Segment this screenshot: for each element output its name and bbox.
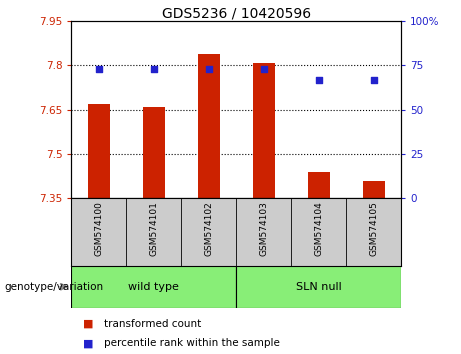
Point: [150, 66, 158, 72]
Bar: [88, 104, 110, 198]
Bar: [363, 181, 384, 198]
Point: [205, 66, 213, 72]
Text: GSM574101: GSM574101: [149, 202, 159, 257]
Text: GSM574104: GSM574104: [314, 202, 323, 256]
Bar: [143, 107, 165, 198]
Text: ■: ■: [83, 319, 94, 329]
Title: GDS5236 / 10420596: GDS5236 / 10420596: [162, 6, 311, 20]
Text: GSM574100: GSM574100: [95, 202, 103, 257]
Text: SLN null: SLN null: [296, 282, 342, 292]
Text: GSM574103: GSM574103: [259, 202, 268, 257]
Text: GSM574105: GSM574105: [369, 202, 378, 257]
Bar: [307, 172, 330, 198]
Text: genotype/variation: genotype/variation: [5, 282, 104, 292]
Text: wild type: wild type: [129, 282, 179, 292]
Bar: [71, 266, 236, 308]
Text: ■: ■: [83, 338, 94, 348]
Point: [95, 66, 103, 72]
Text: transformed count: transformed count: [104, 319, 201, 329]
Bar: [253, 63, 275, 198]
Point: [370, 77, 377, 82]
Point: [315, 77, 322, 82]
Point: [260, 66, 267, 72]
Text: GSM574102: GSM574102: [204, 202, 213, 256]
Bar: [198, 54, 220, 198]
Text: percentile rank within the sample: percentile rank within the sample: [104, 338, 280, 348]
Bar: [236, 266, 401, 308]
